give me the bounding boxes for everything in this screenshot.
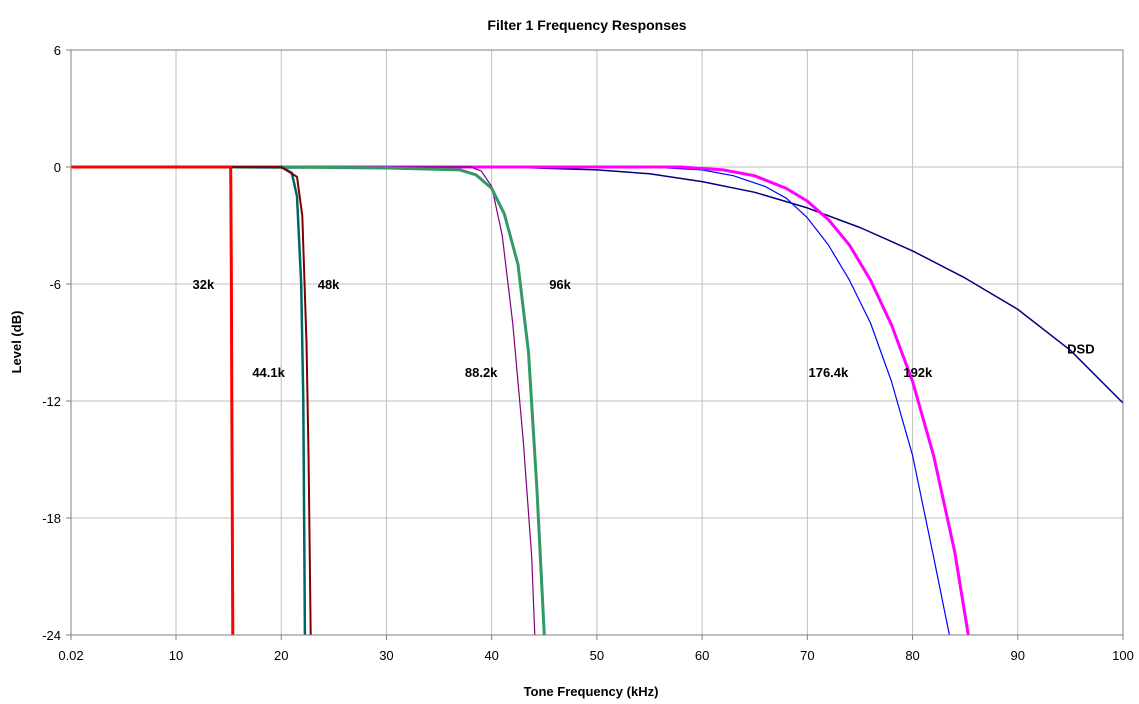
series-line-96k: [71, 165, 546, 636]
x-tick-label: 0.02: [58, 648, 83, 663]
series-label-192k: 192k: [903, 365, 933, 380]
chart-title: Filter 1 Frequency Responses: [487, 17, 686, 33]
x-tick-label: 10: [169, 648, 183, 663]
series-line-48k: [71, 166, 312, 636]
x-tick-label: 100: [1112, 648, 1134, 663]
series-line-32k: [71, 165, 235, 636]
series-label-44-1k: 44.1k: [252, 365, 285, 380]
grid: [71, 50, 1123, 635]
x-tick-label: 60: [695, 648, 709, 663]
y-tick-label: -6: [49, 277, 61, 292]
x-tick-label: 20: [274, 648, 288, 663]
x-tick-label: 50: [590, 648, 604, 663]
y-tick-label: -24: [42, 628, 61, 643]
x-tick-label: 80: [905, 648, 919, 663]
series-lines: [70, 165, 1124, 636]
series-line-192k: [71, 165, 970, 636]
x-tick-label: 40: [484, 648, 498, 663]
y-tick-label: 6: [54, 43, 61, 58]
y-tick-label: 0: [54, 160, 61, 175]
x-tick-label: 30: [379, 648, 393, 663]
series-label-32k: 32k: [193, 277, 215, 292]
series-label-96k: 96k: [549, 277, 571, 292]
series-label-48k: 48k: [318, 277, 340, 292]
series-label-dsd: DSD: [1067, 341, 1094, 356]
series-line-88-2k: [71, 166, 536, 636]
series-label-88-2k: 88.2k: [465, 365, 498, 380]
y-tick-label: -12: [42, 394, 61, 409]
series-label-176-4k: 176.4k: [808, 365, 849, 380]
x-tick-label: 90: [1011, 648, 1025, 663]
y-tick-label: -18: [42, 511, 61, 526]
x-tick-label: 70: [800, 648, 814, 663]
x-axis-label: Tone Frequency (kHz): [524, 684, 659, 699]
y-axis-label: Level (dB): [9, 311, 24, 374]
series-labels: 32k 48k 44.1k 88.2k 96k 176.4k 192k DSD: [193, 277, 1095, 380]
